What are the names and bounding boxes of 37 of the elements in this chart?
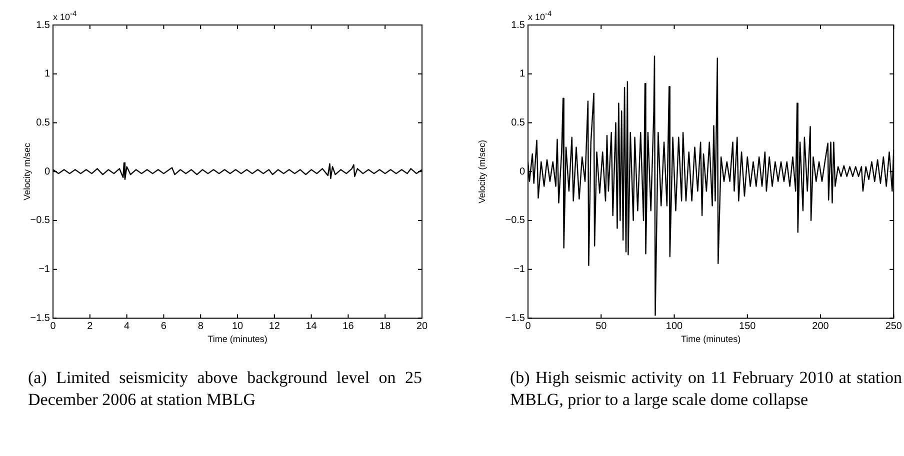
- text: (b) High seismic activity on 11 February 2010 at station MBLG, prior to a large scale dome collapse: [510, 367, 902, 411]
- y-tick-label: 0: [519, 166, 526, 178]
- y-tick-label: 1: [44, 68, 50, 80]
- y-tick-label: −0.5: [30, 215, 50, 226]
- x-tick-label: 12: [268, 320, 280, 332]
- text: x 10$^{-4}$: [528, 9, 552, 22]
- y-axis-title: Velocity m/sec: [22, 142, 32, 200]
- y-tick-label: 1: [519, 68, 526, 80]
- y-tick-label: 0: [44, 166, 50, 178]
- x-tick-label: 16: [342, 320, 354, 332]
- y-tick-label: −1: [38, 264, 50, 276]
- y-tick-label: 0.5: [36, 117, 50, 128]
- x-tick-label: 100: [666, 320, 684, 332]
- x-tick-label: 50: [596, 320, 608, 332]
- x-tick-label: 8: [198, 320, 204, 332]
- text: x 10$^{-4}$: [53, 9, 77, 22]
- x-tick-label: 250: [885, 320, 902, 332]
- y-tick-label: 1.5: [511, 20, 526, 31]
- x-tick-label: 150: [739, 320, 756, 332]
- x-tick-label: 18: [380, 320, 392, 332]
- x-tick-label: 20: [416, 320, 428, 332]
- x-axis-title: Time (minutes): [680, 334, 741, 344]
- x-tick-label: 2: [87, 320, 94, 332]
- y-tick-label: 1.5: [36, 20, 50, 31]
- y-tick-label: 0.5: [511, 117, 526, 128]
- y-tick-label: −1: [514, 264, 526, 276]
- y-axis-title: Velocity (m/sec): [476, 140, 487, 204]
- y-tick-label: −0.5: [505, 215, 526, 226]
- text: (a) Limited seismicity above background level on 25 December 2006 at station MBLG: [28, 367, 422, 411]
- x-axis-title: Time (minutes): [208, 334, 268, 344]
- x-tick-label: 14: [306, 320, 318, 332]
- x-tick-label: 6: [160, 320, 167, 332]
- y-tick-label: −1.5: [30, 312, 50, 324]
- y-tick-label: −1.5: [505, 312, 526, 324]
- x-tick-label: 4: [124, 320, 130, 332]
- x-tick-label: 10: [232, 320, 244, 332]
- x-tick-label: 200: [812, 320, 830, 332]
